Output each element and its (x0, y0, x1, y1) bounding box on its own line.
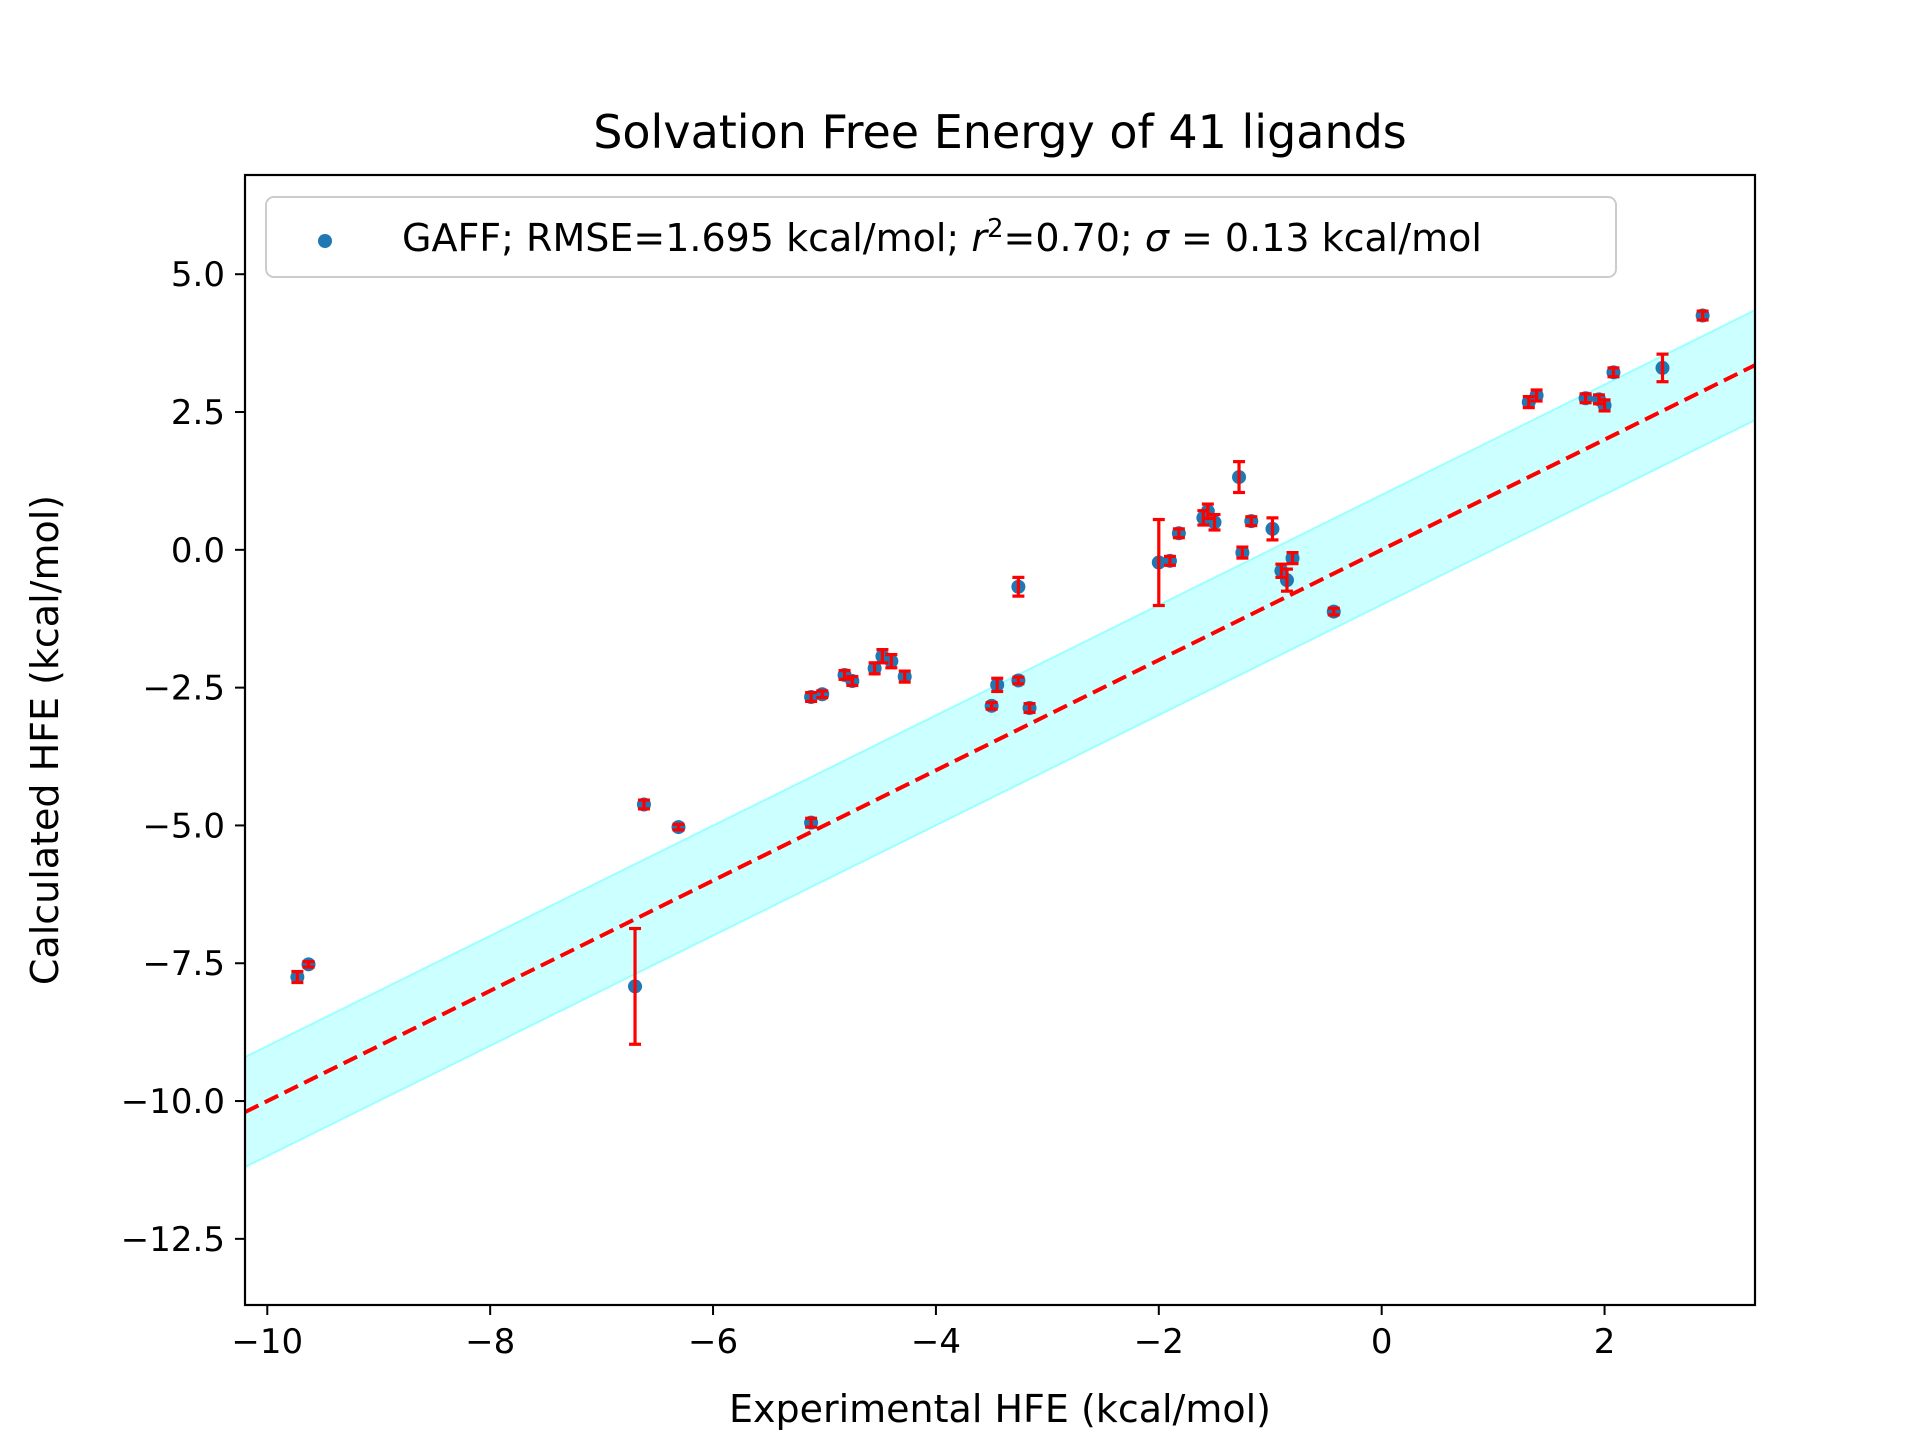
error-bar (1172, 527, 1185, 540)
x-axis-ticks: −10 −8 −6 −4 −2 0 2 (231, 1305, 1615, 1362)
legend-prefix: GAFF; RMSE=1.695 kcal/mol; (402, 216, 971, 260)
error-bar (291, 969, 304, 985)
error-bar (302, 959, 315, 969)
error-bar (816, 689, 829, 700)
legend-marker (318, 234, 332, 248)
y-tick-label: −2.5 (142, 669, 225, 709)
legend-sigma-symbol: σ (1145, 216, 1171, 260)
legend-sigma-value: = 0.13 kcal/mol (1169, 216, 1482, 260)
error-bar (1236, 545, 1249, 560)
error-bar (1012, 675, 1025, 686)
legend-box (265, 196, 1617, 278)
error-bar (629, 926, 642, 1046)
error-bar (805, 816, 818, 829)
legend-r-value: =0.70; (1004, 216, 1145, 260)
error-bar (1233, 460, 1246, 495)
error-bar (846, 675, 859, 688)
error-bar (805, 690, 818, 704)
x-tick-label: 0 (1371, 1322, 1393, 1362)
error-bar (1286, 550, 1299, 566)
y-tick-label: 0.0 (171, 531, 225, 571)
plot-content (245, 308, 1755, 1169)
legend-r-symbol: r (971, 216, 989, 260)
x-tick-label: −8 (465, 1322, 515, 1362)
error-bar (1530, 388, 1543, 403)
error-bar (1023, 702, 1036, 715)
y-tick-label: 5.0 (171, 255, 225, 295)
error-bar (1201, 502, 1214, 521)
x-tick-label: −6 (688, 1322, 738, 1362)
identity-line (245, 363, 1755, 1114)
y-axis-label: Calculated HFE (kcal/mol) (23, 495, 67, 985)
y-tick-label: 2.5 (171, 393, 225, 433)
error-bar (876, 647, 889, 665)
x-tick-label: −2 (1134, 1322, 1184, 1362)
error-bar (1656, 352, 1669, 384)
data-points (290, 308, 1710, 994)
error-bar (898, 669, 911, 684)
error-bar (985, 700, 998, 711)
error-bar (1327, 606, 1340, 617)
error-bar (1266, 516, 1279, 542)
chart-title: Solvation Free Energy of 41 ligands (593, 105, 1407, 159)
x-axis-label: Experimental HFE (kcal/mol) (729, 1387, 1271, 1431)
error-bar (1152, 517, 1165, 608)
error-bar (1245, 515, 1258, 528)
legend-label: GAFF; RMSE=1.695 kcal/mol; r2=0.70; σ = … (402, 214, 1482, 260)
y-tick-label: −5.0 (142, 806, 225, 846)
error-bar (1579, 392, 1592, 405)
error-bar (1696, 309, 1709, 322)
error-bar (838, 668, 851, 681)
error-bar (1522, 394, 1535, 410)
plot-frame (243, 173, 1757, 1307)
y-tick-label: −12.5 (121, 1220, 225, 1260)
error-bar (1598, 398, 1611, 413)
band-lower-edge (245, 419, 1755, 1169)
x-tick-label: −4 (911, 1322, 961, 1362)
y-axis-ticks: 5.0 2.5 0.0 −2.5 −5.0 −7.5 −10.0 −12.5 (121, 255, 245, 1260)
x-tick-label: 2 (1594, 1322, 1616, 1362)
error-bar (1163, 554, 1176, 567)
error-bar (1208, 512, 1221, 532)
error-bar (1280, 567, 1293, 593)
error-bar (637, 798, 650, 811)
y-tick-label: −7.5 (142, 944, 225, 984)
error-bar (1607, 366, 1620, 379)
legend-r-exponent: 2 (987, 214, 1004, 244)
error-bars (291, 309, 1709, 1046)
error-bar (672, 822, 685, 832)
error-bar (1012, 575, 1025, 598)
legend: GAFF; RMSE=1.695 kcal/mol; r2=0.70; σ = … (265, 196, 1617, 278)
y-tick-label: −10.0 (121, 1082, 225, 1122)
error-bar (991, 676, 1004, 694)
x-tick-label: −10 (231, 1322, 303, 1362)
error-bar (885, 652, 898, 670)
